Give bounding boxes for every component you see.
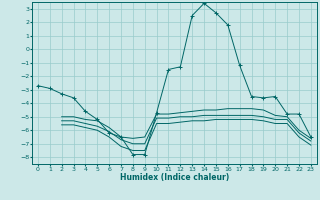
X-axis label: Humidex (Indice chaleur): Humidex (Indice chaleur) <box>120 173 229 182</box>
